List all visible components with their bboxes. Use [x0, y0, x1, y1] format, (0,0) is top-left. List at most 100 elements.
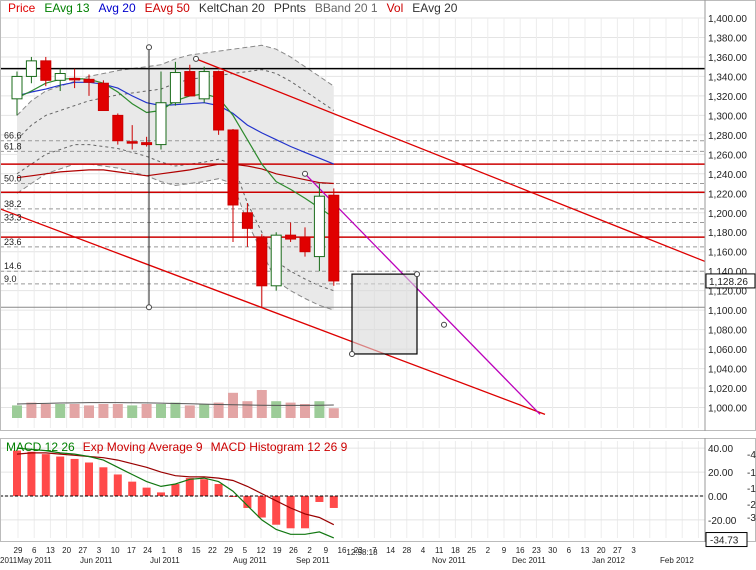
last-price-label: 1,128.26 — [709, 277, 748, 288]
fib-level-label: 50.0 — [4, 174, 22, 184]
day-tick-label: 9 — [324, 546, 329, 555]
macd-histogram-bar — [70, 458, 79, 496]
macd-histogram-bar — [142, 487, 151, 496]
candle-body — [25, 60, 37, 77]
volume-bar — [84, 405, 94, 418]
volume-bar — [228, 392, 238, 418]
price-tick-label: 1,260.00 — [708, 150, 747, 161]
keltner-lower-band — [16, 144, 334, 292]
macd-histogram-bar — [99, 467, 108, 496]
legend-item: Price — [8, 1, 36, 15]
day-tick-label: 19 — [273, 546, 282, 555]
candle-body — [112, 114, 124, 142]
anchor-point — [146, 44, 152, 51]
macd-legend-item: MACD Histogram 12 26 9 — [211, 440, 348, 454]
macd-histogram-bar — [157, 492, 165, 496]
legend-item: BBand 20 1 — [315, 1, 378, 15]
day-tick-label: 2 — [307, 546, 312, 555]
macd-histogram-bar — [257, 496, 266, 518]
candle-body — [11, 75, 23, 100]
volume-bar — [40, 404, 51, 418]
volume-bar — [213, 402, 224, 418]
trendlines-layer — [0, 44, 706, 415]
candle-body — [83, 78, 95, 83]
volume-bar — [300, 404, 310, 418]
day-tick-label: 25 — [467, 546, 476, 555]
macd-tick-label: 0.00 — [708, 492, 728, 503]
macd-current-box — [705, 532, 748, 548]
price-tick-label: 1,300.00 — [708, 111, 747, 122]
macd-histogram-bar — [329, 496, 338, 508]
month-label: Sep 2011 — [296, 556, 330, 565]
macd-tick-label: 40.00 — [708, 444, 733, 455]
month-label: Aug 2011 — [233, 556, 267, 565]
legend-item: EAvg 13 — [44, 1, 89, 15]
anchor-point — [349, 350, 355, 357]
volume-bar — [156, 404, 166, 418]
day-tick-label: 4 — [421, 546, 426, 555]
candles-layer — [11, 56, 340, 308]
volume-bar — [242, 401, 253, 418]
candle-body — [126, 141, 138, 144]
volume-average-line — [16, 402, 334, 406]
day-tick-label: 3 — [631, 546, 636, 555]
day-tick-label: 17 — [127, 546, 136, 555]
day-tick-label: 12 — [257, 546, 266, 555]
candle-body — [69, 77, 81, 81]
candle-body — [285, 234, 297, 240]
macd-histogram-bar — [214, 484, 223, 496]
candle-body — [241, 212, 253, 229]
candle-body — [313, 195, 325, 258]
anchor-point — [146, 304, 152, 311]
macd-histogram-bar — [185, 478, 194, 496]
bollinger-band-fill — [17, 45, 334, 311]
macd-histogram-bar — [85, 462, 93, 496]
fib-level-label: 14.6 — [4, 261, 22, 271]
day-tick-label: 28 — [402, 546, 411, 555]
anchor-point — [441, 321, 447, 328]
macd-histogram-bar — [243, 496, 252, 508]
volume-bar — [314, 401, 325, 418]
price-tick-label: 1,140.00 — [708, 267, 747, 278]
month-label: 2011May 2011 — [0, 556, 52, 565]
lower-channel-trendline — [0, 208, 546, 415]
price-tick-label: 1,280.00 — [708, 131, 747, 142]
price-tick-label: 1,320.00 — [708, 92, 747, 103]
legend-item: EAvg 20 — [412, 1, 457, 15]
macd-signal-line — [16, 452, 335, 526]
candle-body — [184, 71, 196, 97]
day-tick-label: 8 — [178, 546, 183, 555]
macd-histogram-bar — [113, 474, 122, 496]
price-tick-label: 1,360.00 — [708, 53, 747, 64]
day-tick-label: 1 — [162, 546, 167, 555]
macd-histogram-bar — [229, 496, 237, 497]
day-tick-label: 26 — [289, 546, 298, 555]
volume-bar — [55, 404, 66, 418]
volume-bar — [26, 402, 37, 418]
month-label: Feb 2012 — [660, 556, 694, 565]
macd-legend-item: Exp Moving Average 9 — [83, 440, 203, 454]
day-tick-label: 14 — [386, 546, 395, 555]
volume-bar — [112, 404, 123, 418]
volume-bar — [12, 405, 22, 418]
last-price-box — [705, 273, 756, 289]
candle-body — [328, 194, 340, 282]
month-label: Nov 2011 — [432, 556, 466, 565]
volume-bar — [271, 401, 282, 418]
price-panel-frame — [0, 0, 756, 431]
cursor-time-label: 12:58:18 — [346, 548, 378, 557]
price-tick-label: 1,060.00 — [708, 345, 747, 356]
candle-body — [270, 234, 282, 287]
day-tick-label: 13 — [581, 546, 590, 555]
volume-bar — [285, 402, 296, 418]
day-tick-label: 9 — [502, 546, 507, 555]
legend-item: EAvg 50 — [145, 1, 190, 15]
day-tick-label: 6 — [32, 546, 37, 555]
legend-item: Avg 20 — [99, 1, 136, 15]
day-tick-label: 27 — [78, 546, 87, 555]
day-tick-label: 22 — [208, 546, 217, 555]
candle-body — [213, 71, 225, 131]
fib-level-label: 38.2 — [4, 199, 22, 209]
